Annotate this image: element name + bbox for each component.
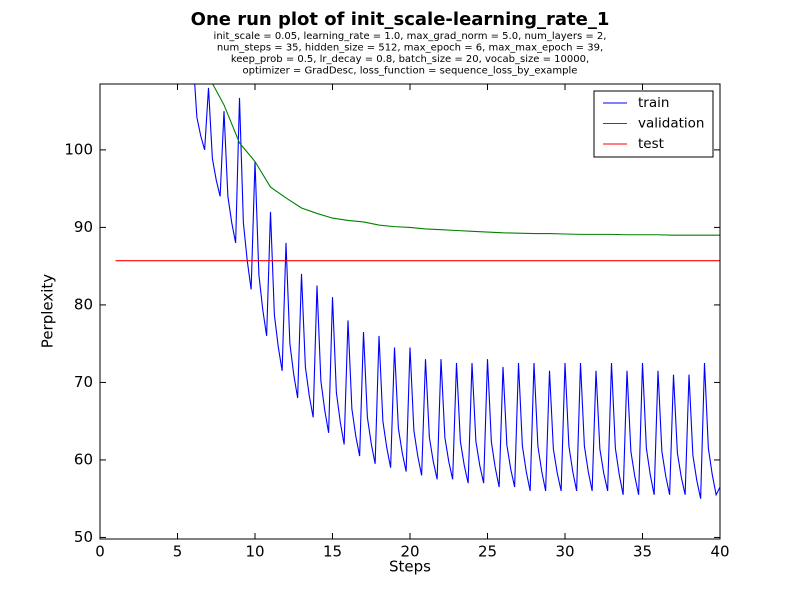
chart-title: One run plot of init_scale-learning_rate… xyxy=(191,9,610,30)
legend-label: test xyxy=(638,136,664,152)
x-tick-label: 15 xyxy=(323,543,342,561)
subtitle-line: init_scale = 0.05, learning_rate = 1.0, … xyxy=(214,31,607,42)
x-axis-label: Steps xyxy=(389,558,431,576)
legend-label: train xyxy=(638,95,669,111)
subtitle-line: keep_prob = 0.5, lr_decay = 0.8, batch_s… xyxy=(231,54,589,65)
x-tick-label: 5 xyxy=(173,543,183,561)
subtitle-line: num_steps = 35, hidden_size = 512, max_e… xyxy=(217,43,603,54)
y-tick-label: 60 xyxy=(74,450,93,468)
y-tick-label: 90 xyxy=(74,218,93,236)
x-tick-label: 10 xyxy=(245,543,264,561)
y-tick-label: 100 xyxy=(64,140,93,158)
x-tick-label: 30 xyxy=(555,543,574,561)
series-line xyxy=(194,84,720,499)
x-tick-label: 40 xyxy=(710,543,729,561)
y-tick-label: 70 xyxy=(74,373,93,391)
plot-lines xyxy=(115,84,720,499)
y-axis-label: Perplexity xyxy=(39,274,57,348)
x-tick-label: 20 xyxy=(400,543,419,561)
y-tick-label: 80 xyxy=(74,295,93,313)
x-tick-label: 0 xyxy=(95,543,105,561)
legend-label: validation xyxy=(638,116,704,132)
x-tick-label: 35 xyxy=(633,543,652,561)
series-line xyxy=(212,84,720,236)
subtitle-line: optimizer = GradDesc, loss_function = se… xyxy=(243,66,578,77)
y-tick-label: 50 xyxy=(74,528,93,546)
x-tick-label: 25 xyxy=(478,543,497,561)
